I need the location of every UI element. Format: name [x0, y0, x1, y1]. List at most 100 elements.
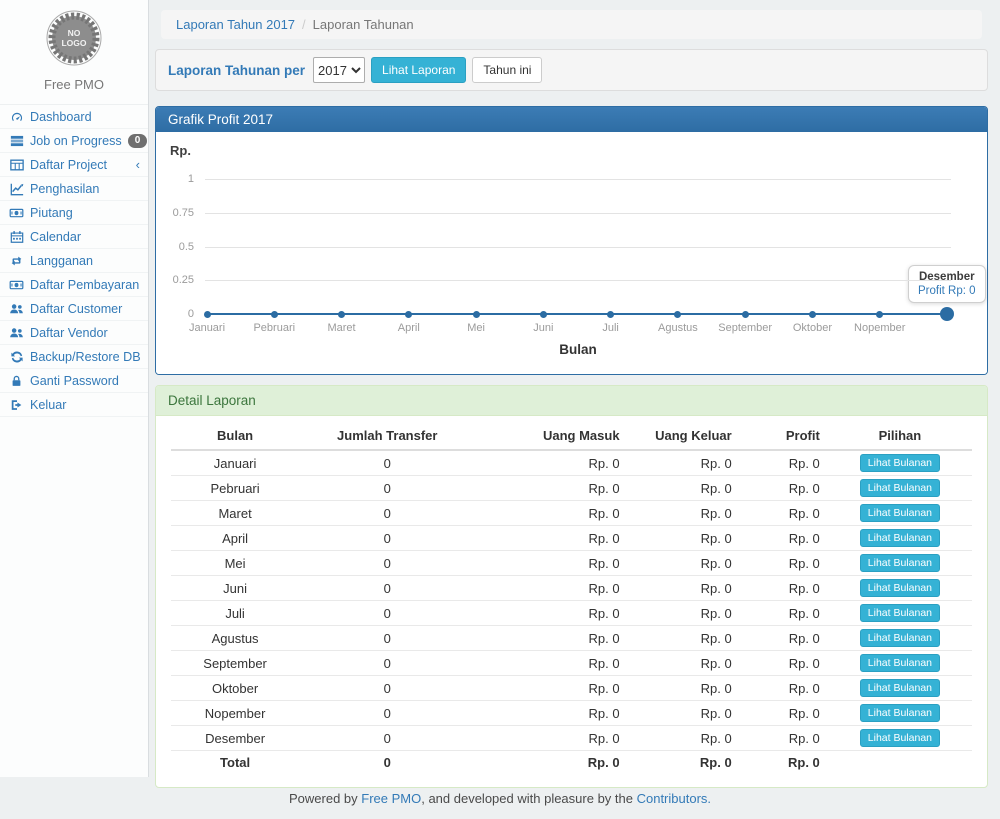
sidebar-item-label: Calendar [30, 229, 82, 244]
table-cell: Rp. 0 [739, 725, 828, 751]
table-cell: Rp. 0 [700, 455, 732, 471]
sign-out-icon [9, 398, 24, 412]
table-row: Agustus 0 Rp. 0 Rp. 0 Rp. 0 Lihat Bulanan [171, 625, 972, 651]
money-icon [9, 278, 24, 292]
sidebar-item-daftar-customer[interactable]: Daftar Customer [0, 297, 148, 321]
table-row: Pebruari 0 Rp. 0 Rp. 0 Rp. 0 Lihat Bulanan [171, 475, 972, 501]
table-cell: Rp. 0 [627, 675, 740, 701]
chart-point[interactable] [203, 310, 211, 318]
view-monthly-button[interactable]: Lihat Bulanan [859, 679, 941, 697]
table-row: Juni 0 Rp. 0 Rp. 0 Rp. 0 Lihat Bulanan [171, 575, 972, 601]
logo-text-line2: LOGO [61, 38, 86, 48]
x-tick-label: Maret [327, 322, 356, 334]
tooltip-value: Profit Rp: 0 [918, 285, 976, 297]
table-cell: Juni [171, 575, 300, 601]
view-report-button[interactable]: Lihat Laporan [371, 57, 467, 83]
view-monthly-button[interactable]: Lihat Bulanan [859, 729, 941, 747]
chart-panel-title: Grafik Profit 2017 [156, 107, 987, 132]
sidebar-item-label: Job on Progress [30, 133, 122, 148]
table-cell: Pebruari [171, 475, 300, 501]
year-select[interactable]: 2017 [313, 57, 366, 83]
table-total-row: Total 0 Rp. 0 Rp. 0 Rp. 0 [171, 750, 972, 775]
profit-chart: Rp. Bulan Desember Profit Rp: 0 1 0.75 0.5… [156, 132, 987, 374]
table-header-row: Bulan Jumlah Transfer Uang Masuk Uang Kelua… [171, 422, 972, 451]
profit-chart-panel: Grafik Profit 2017 Rp. Bulan Desember Pr… [155, 106, 988, 375]
table-cell: Rp. 0 [475, 625, 628, 651]
table-cell: 0 [299, 675, 476, 701]
sidebar-item-calendar[interactable]: Calendar [0, 225, 148, 249]
view-monthly-button[interactable]: Lihat Bulanan [859, 479, 941, 497]
sidebar-item-piutang[interactable]: Piutang [0, 201, 148, 225]
chart-point[interactable] [338, 310, 346, 318]
detail-report-panel: Detail Laporan Bulan Jumlah Transfer Uang … [155, 385, 988, 788]
table-cell: Rp. 0 [475, 700, 628, 726]
total-cell: 0 [299, 750, 476, 775]
table-cell: Rp. 0 [739, 650, 828, 676]
breadcrumb-link[interactable]: Laporan Tahun 2017 [176, 17, 296, 32]
logo-text-line1: NO [68, 28, 81, 38]
sidebar-item-label: Daftar Project [30, 157, 107, 172]
breadcrumb: Laporan Tahun 2017 / Laporan Tahunan [161, 10, 982, 39]
table-cell: Rp. 0 [739, 500, 828, 526]
table-row: Maret 0 Rp. 0 Rp. 0 Rp. 0 Lihat Bulanan [171, 500, 972, 526]
footer-link-contributors[interactable]: Contributors. [636, 790, 712, 806]
sidebar-item-penghasilan[interactable]: Penghasilan [0, 177, 148, 201]
footer-link-freepmo[interactable]: Free PMO [361, 790, 422, 806]
chart-point[interactable] [270, 310, 278, 318]
sidebar-item-job-on-progress[interactable]: Job on Progress 0 [0, 129, 148, 153]
sidebar-item-keluar[interactable]: Keluar [0, 393, 148, 417]
sidebar-item-dashboard[interactable]: Dashboard [0, 105, 148, 129]
money-icon [9, 206, 24, 220]
sidebar-item-daftar-project[interactable]: Daftar Project ‹ [0, 153, 148, 177]
current-year-button[interactable]: Tahun ini [472, 57, 543, 83]
dashboard-icon [9, 110, 24, 124]
chart-point[interactable] [472, 310, 480, 318]
view-monthly-button[interactable]: Lihat Bulanan [859, 504, 941, 522]
footer-middle: , and developed with pleasure by the [421, 790, 637, 806]
chart-point[interactable] [674, 310, 682, 318]
column-header: Bulan [171, 422, 300, 451]
chart-point[interactable] [607, 310, 615, 318]
table-row: Nopember 0 Rp. 0 Rp. 0 Rp. 0 Lihat Bulanan [171, 700, 972, 726]
sidebar-item-daftar-pembayaran[interactable]: Daftar Pembayaran [0, 273, 148, 297]
action-cell: Lihat Bulanan [827, 550, 972, 576]
table-cell: April [171, 525, 300, 551]
chart-point[interactable] [876, 310, 884, 318]
action-cell: Lihat Bulanan [827, 500, 972, 526]
y-tick-label: 0.25 [172, 274, 194, 287]
sidebar-item-backup-restore-db[interactable]: Backup/Restore DB [0, 345, 148, 369]
view-monthly-button[interactable]: Lihat Bulanan [859, 579, 941, 597]
table-row: Mei 0 Rp. 0 Rp. 0 Rp. 0 Lihat Bulanan [171, 550, 972, 576]
chart-point[interactable] [808, 310, 816, 318]
view-monthly-button[interactable]: Lihat Bulanan [859, 529, 941, 547]
table-cell: 0 [299, 625, 476, 651]
detail-panel-title: Detail Laporan [156, 386, 987, 416]
table-cell: Rp. 0 [739, 675, 828, 701]
view-monthly-button[interactable]: Lihat Bulanan [859, 654, 941, 672]
chart-tooltip: Desember Profit Rp: 0 [908, 265, 986, 303]
sidebar-item-daftar-vendor[interactable]: Daftar Vendor [0, 321, 148, 345]
x-tick-label: Juli [602, 322, 619, 334]
profit-series-line [207, 313, 947, 315]
view-monthly-button[interactable]: Lihat Bulanan [859, 604, 941, 622]
sidebar-item-label: Dashboard [30, 109, 92, 124]
table-row: Desember 0 Rp. 0 Rp. 0 Rp. 0 Lihat Bulanan [171, 725, 972, 751]
table-cell: 0 [299, 700, 476, 726]
view-monthly-button[interactable]: Lihat Bulanan [859, 454, 941, 472]
table-cell: Rp. 0 [475, 575, 628, 601]
chart-point-highlighted[interactable] [940, 307, 954, 321]
no-logo-icon: NO LOGO [46, 10, 102, 66]
chart-point[interactable] [539, 310, 547, 318]
table-cell: 0 [383, 455, 391, 471]
table-cell: Rp. 0 [739, 700, 828, 726]
chart-point[interactable] [405, 310, 413, 318]
sidebar-item-langganan[interactable]: Langganan [0, 249, 148, 273]
chart-point[interactable] [741, 310, 749, 318]
table-row: September 0 Rp. 0 Rp. 0 Rp. 0 Lihat Bulanan [171, 650, 972, 676]
action-cell: Lihat Bulanan [827, 625, 972, 651]
sidebar-item-ganti-password[interactable]: Ganti Password [0, 369, 148, 393]
view-monthly-button[interactable]: Lihat Bulanan [859, 629, 941, 647]
view-monthly-button[interactable]: Lihat Bulanan [859, 704, 941, 722]
view-monthly-button[interactable]: Lihat Bulanan [859, 554, 941, 572]
users-icon [9, 326, 24, 340]
